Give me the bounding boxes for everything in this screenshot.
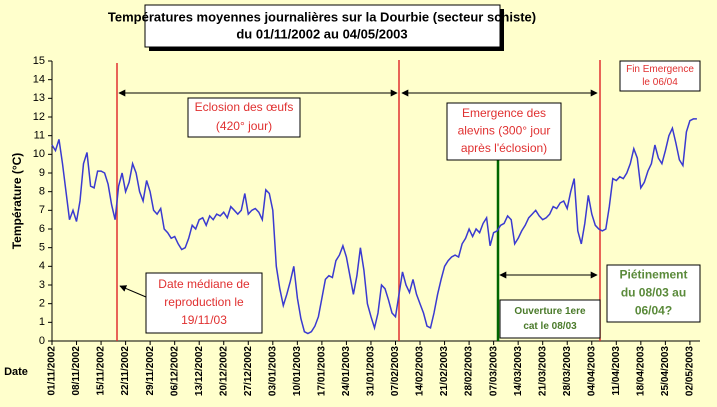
y-tick-label: 1 — [39, 316, 45, 328]
x-tick-label: 02/05/2003 — [685, 346, 696, 396]
annotation-text: Eclosion des œufs — [195, 100, 294, 114]
y-tick-label: 6 — [39, 223, 45, 235]
annotation-text: du 08/03 au — [621, 286, 686, 300]
x-tick-label: 08/11/2002 — [71, 346, 82, 396]
x-tick-label: 29/11/2002 — [145, 346, 156, 396]
y-tick-label: 8 — [39, 186, 45, 198]
y-tick-label: 2 — [39, 298, 45, 310]
annotation-text: reproduction le — [164, 295, 244, 309]
x-tick-label: 18/04/2003 — [635, 346, 646, 396]
title-box — [144, 4, 501, 48]
annotation-box — [187, 97, 301, 138]
y-tick-label: 9 — [39, 167, 45, 179]
annotation-text: Emergence des — [462, 106, 546, 120]
x-tick-label: 25/04/2003 — [660, 346, 671, 396]
y-tick-label: 10 — [33, 148, 45, 160]
y-tick-label: 13 — [33, 92, 45, 104]
x-tick-label: 11/04/2003 — [611, 346, 622, 396]
x-axis-label: Date — [4, 366, 28, 378]
annotation-box — [145, 272, 263, 334]
x-tick-label: 14/03/2003 — [513, 346, 524, 396]
x-tick-label: 07/02/2003 — [390, 346, 401, 396]
annotation-box — [606, 264, 701, 323]
x-tick-label: 03/01/2003 — [267, 346, 278, 396]
y-tick-label: 14 — [33, 74, 45, 86]
pointer-arrow — [119, 285, 147, 298]
y-axis-label: Température (°C) — [10, 153, 24, 250]
x-tick-label: 31/01/2003 — [366, 346, 377, 396]
y-tick-label: 0 — [39, 335, 45, 347]
x-tick-label: 27/12/2002 — [243, 346, 254, 396]
x-tick-label: 22/11/2002 — [120, 346, 131, 396]
x-tick-label: 14/02/2003 — [415, 346, 426, 396]
x-tick-label: 13/12/2002 — [194, 346, 205, 396]
annotation-text: 19/11/03 — [181, 313, 227, 327]
y-tick-label: 3 — [39, 279, 45, 291]
annotation-text: cat le 08/03 — [523, 321, 577, 332]
x-tick-label: 21/02/2003 — [439, 346, 450, 396]
x-tick-label: 21/03/2003 — [537, 346, 548, 396]
annotation-text: Piétinement — [619, 268, 687, 282]
temperature-line — [51, 118, 697, 335]
x-tick-label: 06/12/2002 — [169, 346, 180, 396]
annotation-text: Fin Emergence — [626, 64, 694, 75]
annotation-text: alevins (300° jour — [458, 124, 551, 138]
x-tick-label: 15/11/2002 — [96, 346, 107, 396]
annotation-text: Date médiane de — [158, 277, 250, 291]
annotation-box — [499, 299, 601, 339]
x-tick-label: 01/11/2002 — [47, 346, 58, 396]
annotation-box — [619, 60, 701, 92]
y-tick-label: 12 — [33, 111, 45, 123]
annotation-text: après l'éclosion) — [461, 141, 547, 155]
x-tick-label: 20/12/2002 — [218, 346, 229, 396]
y-tick-label: 11 — [34, 130, 45, 142]
x-tick-label: 17/01/2003 — [317, 346, 328, 396]
chart-title: du 01/11/2002 au 04/05/2003 — [236, 26, 407, 41]
annotation-box — [446, 102, 562, 161]
y-tick-label: 5 — [39, 242, 45, 254]
y-tick-label: 15 — [33, 55, 45, 67]
annotation-text: (420° jour) — [216, 119, 272, 133]
chart-title: Températures moyennes journalières sur l… — [108, 9, 536, 24]
annotation-text: 06/04? — [635, 304, 672, 318]
x-tick-label: 10/01/2003 — [292, 346, 303, 396]
x-tick-label: 28/03/2003 — [562, 346, 573, 396]
x-tick-label: 24/01/2003 — [341, 346, 352, 396]
x-tick-label: 07/03/2003 — [488, 346, 499, 396]
annotation-text: Ouverture 1ere — [514, 306, 586, 317]
y-tick-label: 4 — [39, 260, 45, 272]
y-tick-label: 7 — [39, 204, 45, 216]
x-tick-label: 04/04/2003 — [586, 346, 597, 396]
x-tick-label: 28/02/2003 — [464, 346, 475, 396]
annotation-text: le 06/04 — [642, 77, 678, 88]
